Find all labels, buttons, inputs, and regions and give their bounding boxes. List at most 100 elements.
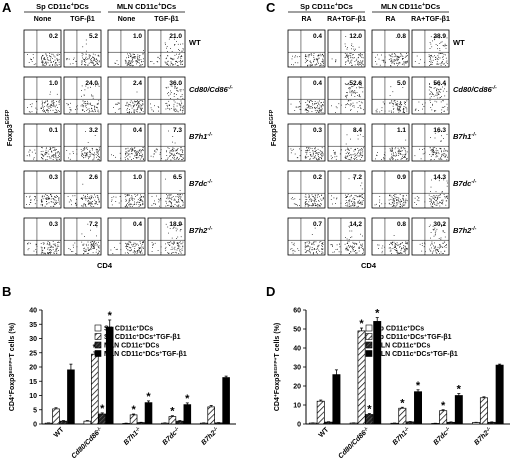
event-dot bbox=[33, 158, 34, 160]
event-dot bbox=[318, 103, 320, 105]
event-dot bbox=[349, 247, 350, 248]
event-dot bbox=[317, 60, 318, 62]
event-dot bbox=[85, 61, 87, 63]
event-dot bbox=[128, 149, 130, 151]
event-dot bbox=[437, 55, 439, 57]
bar-3-3 bbox=[183, 404, 192, 425]
event-dot bbox=[182, 43, 184, 45]
event-dot bbox=[170, 90, 171, 92]
event-dot bbox=[42, 61, 44, 63]
event-dot bbox=[444, 241, 446, 243]
event-dot bbox=[390, 204, 392, 205]
event-dot bbox=[150, 103, 151, 105]
event-dot bbox=[44, 58, 45, 59]
event-dot bbox=[181, 94, 183, 95]
percent-label: 2.6 bbox=[89, 174, 98, 181]
event-dot bbox=[437, 131, 439, 133]
event-dot bbox=[444, 196, 446, 197]
event-dot bbox=[322, 197, 324, 199]
event-dot bbox=[41, 153, 43, 155]
event-dot bbox=[434, 247, 436, 249]
event-dot bbox=[336, 197, 338, 199]
event-dot bbox=[405, 151, 407, 153]
event-dot bbox=[395, 151, 396, 153]
event-dot bbox=[354, 96, 356, 97]
event-dot bbox=[319, 158, 320, 160]
event-dot bbox=[354, 93, 356, 94]
event-dot bbox=[314, 147, 316, 149]
event-dot bbox=[166, 194, 167, 195]
event-dot bbox=[354, 205, 356, 206]
event-dot bbox=[392, 56, 394, 58]
event-dot bbox=[42, 198, 44, 200]
event-dot bbox=[45, 61, 47, 63]
event-dot bbox=[361, 182, 363, 184]
event-dot bbox=[41, 147, 42, 148]
event-dot bbox=[141, 107, 143, 109]
event-dot bbox=[177, 87, 178, 89]
event-dot bbox=[297, 248, 299, 250]
event-dot bbox=[36, 108, 38, 110]
event-dot bbox=[134, 194, 136, 195]
event-dot bbox=[156, 61, 158, 62]
event-dot bbox=[431, 243, 433, 245]
event-dot bbox=[45, 153, 47, 155]
event-dot bbox=[435, 156, 437, 158]
event-dot bbox=[46, 156, 48, 158]
event-dot bbox=[90, 246, 92, 247]
event-dot bbox=[82, 199, 83, 200]
event-dot bbox=[43, 243, 45, 245]
event-dot bbox=[95, 111, 96, 112]
event-dot bbox=[44, 153, 46, 155]
event-dot bbox=[55, 112, 56, 113]
event-dot bbox=[390, 195, 392, 197]
event-dot bbox=[314, 64, 316, 66]
event-dot bbox=[177, 43, 179, 45]
event-dot bbox=[442, 202, 443, 203]
event-dot bbox=[406, 61, 408, 63]
event-dot bbox=[182, 106, 184, 108]
event-dot bbox=[169, 105, 170, 106]
event-dot bbox=[321, 155, 323, 157]
event-dot bbox=[176, 109, 178, 111]
event-dot bbox=[132, 65, 134, 67]
event-dot bbox=[307, 204, 309, 206]
event-dot bbox=[151, 109, 153, 111]
event-dot bbox=[432, 204, 433, 205]
event-dot bbox=[93, 154, 95, 155]
event-dot bbox=[434, 203, 435, 205]
event-dot bbox=[318, 158, 320, 160]
event-dot bbox=[391, 202, 393, 203]
event-dot bbox=[423, 106, 425, 107]
event-dot bbox=[170, 48, 171, 49]
event-dot bbox=[307, 150, 309, 151]
event-dot bbox=[128, 112, 130, 114]
event-dot bbox=[142, 53, 144, 55]
event-dot bbox=[406, 194, 407, 196]
event-dot bbox=[314, 203, 316, 204]
event-dot bbox=[352, 203, 354, 205]
event-dot bbox=[166, 46, 168, 47]
event-dot bbox=[441, 154, 443, 156]
event-dot bbox=[127, 246, 128, 247]
event-dot bbox=[112, 253, 114, 254]
event-dot bbox=[45, 151, 47, 153]
event-dot bbox=[317, 203, 318, 205]
event-dot bbox=[132, 199, 134, 201]
event-dot bbox=[406, 241, 408, 243]
event-dot bbox=[54, 243, 56, 245]
event-dot bbox=[318, 55, 320, 56]
event-dot bbox=[41, 247, 43, 249]
event-dot bbox=[50, 251, 52, 253]
event-dot bbox=[176, 89, 178, 91]
event-dot bbox=[403, 64, 405, 66]
event-dot bbox=[170, 159, 172, 161]
percent-label: 0.4 bbox=[133, 127, 142, 134]
event-dot bbox=[437, 151, 439, 153]
event-dot bbox=[177, 148, 179, 149]
event-dot bbox=[418, 197, 420, 199]
event-dot bbox=[49, 105, 51, 107]
event-dot bbox=[92, 57, 94, 58]
event-dot bbox=[50, 56, 52, 58]
event-dot bbox=[53, 203, 55, 205]
